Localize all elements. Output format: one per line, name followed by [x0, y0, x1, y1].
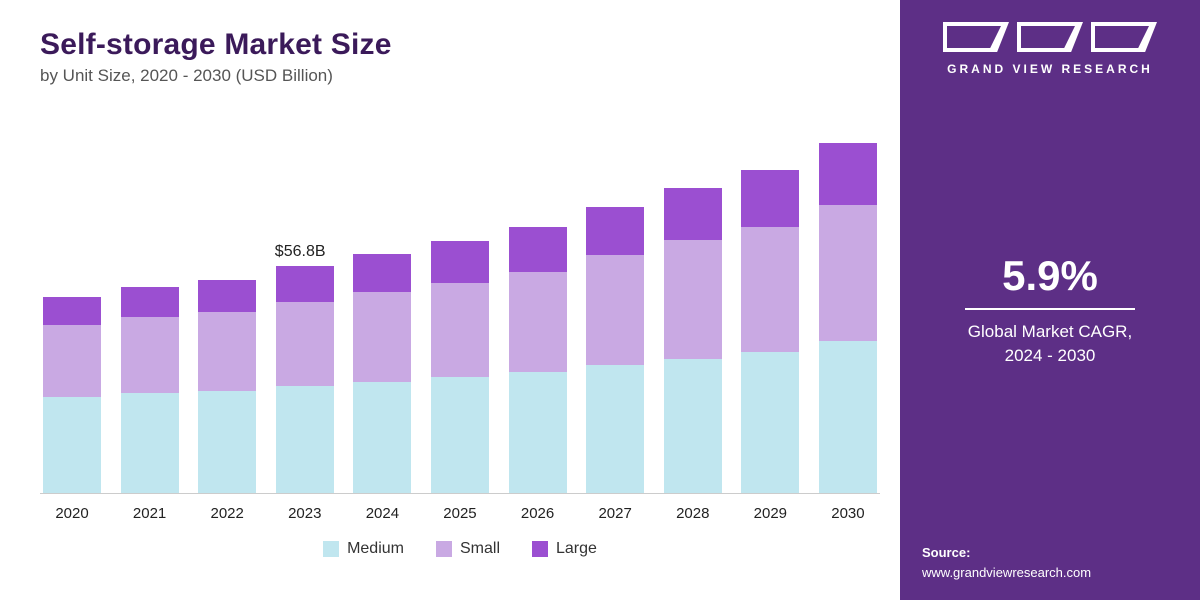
side-panel: GRAND VIEW RESEARCH 5.9% Global Market C… [900, 0, 1200, 600]
bar-segment-small [276, 302, 334, 386]
cagr-value: 5.9% [965, 252, 1135, 310]
cagr-label-line1: Global Market CAGR, [968, 322, 1132, 341]
cagr-label-line2: 2024 - 2030 [1005, 346, 1096, 365]
bar-segment-large [276, 266, 334, 302]
bar-segment-large [664, 188, 722, 240]
bar-slot [350, 254, 414, 493]
stacked-bar [819, 143, 877, 493]
logo-shape-icon [1017, 22, 1083, 52]
legend-swatch [532, 541, 548, 557]
bar-segment-medium [664, 359, 722, 493]
bar-segment-small [819, 205, 877, 341]
x-axis-label: 2027 [583, 505, 647, 522]
bar-slot [273, 266, 337, 493]
brand-logo-text: GRAND VIEW RESEARCH [947, 62, 1153, 76]
bar-slot [195, 280, 259, 493]
stacked-bar [121, 287, 179, 493]
stacked-bar [43, 297, 101, 493]
bar-slot [40, 297, 104, 493]
x-axis-label: 2023 [273, 505, 337, 522]
stacked-bar [353, 254, 411, 493]
stacked-bar [664, 188, 722, 493]
chart-title: Self-storage Market Size [40, 28, 880, 62]
bar-segment-medium [741, 352, 799, 493]
logo-shape-icon [943, 22, 1009, 52]
bar-segment-large [509, 227, 567, 273]
bar-segment-medium [353, 382, 411, 493]
cagr-block: 5.9% Global Market CAGR, 2024 - 2030 [922, 252, 1178, 368]
bar-segment-large [353, 254, 411, 292]
chart-area: 2020 2021 2022 2023 2024 2025 2026 2027 2028 2029… [40, 112, 880, 522]
x-axis-label: 2020 [40, 505, 104, 522]
legend: Medium Small Large [40, 540, 880, 558]
brand-logo-marks [943, 22, 1157, 52]
legend-item: Medium [323, 540, 404, 558]
bar-segment-small [586, 255, 644, 365]
bar-segment-large [198, 280, 256, 312]
x-axis-label: 2026 [506, 505, 570, 522]
bar-segment-small [43, 325, 101, 397]
bar-segment-large [586, 207, 644, 255]
bar-segment-small [121, 317, 179, 393]
chart-panel: Self-storage Market Size by Unit Size, 2… [0, 0, 900, 600]
stacked-bar [276, 266, 334, 493]
bar-slot [118, 287, 182, 493]
x-axis-label: 2025 [428, 505, 492, 522]
bar-segment-large [121, 287, 179, 317]
value-annotation: $56.8B [275, 243, 326, 261]
x-axis-label: 2029 [738, 505, 802, 522]
bar-slot [738, 170, 802, 493]
bar-segment-medium [819, 341, 877, 493]
bar-segment-medium [586, 365, 644, 493]
bar-segment-medium [198, 391, 256, 493]
x-axis-label: 2024 [350, 505, 414, 522]
bar-segment-large [819, 143, 877, 205]
bar-segment-small [353, 292, 411, 382]
legend-label: Medium [347, 540, 404, 558]
bar-segment-medium [509, 372, 567, 493]
bar-slot [816, 143, 880, 493]
bar-segment-large [431, 241, 489, 283]
bar-slot [583, 207, 647, 493]
legend-item: Small [436, 540, 500, 558]
stacked-bar [509, 227, 567, 493]
stacked-bar [741, 170, 799, 493]
logo-shape-icon [1091, 22, 1157, 52]
source-url: www.grandviewresearch.com [922, 563, 1178, 583]
bar-segment-small [664, 240, 722, 358]
bar-segment-medium [121, 393, 179, 493]
source-block: Source: www.grandviewresearch.com [922, 543, 1178, 582]
x-axis-label: 2028 [661, 505, 725, 522]
legend-item: Large [532, 540, 597, 558]
bar-slot [506, 227, 570, 493]
bar-segment-large [741, 170, 799, 228]
bar-slot [661, 188, 725, 493]
bar-segment-large [43, 297, 101, 325]
bar-segment-medium [43, 397, 101, 493]
x-axis-label: 2030 [816, 505, 880, 522]
legend-swatch [436, 541, 452, 557]
source-label: Source: [922, 543, 1178, 563]
bar-segment-small [198, 312, 256, 390]
bar-segment-small [741, 227, 799, 352]
bar-slot [428, 241, 492, 493]
x-axis-labels: 2020 2021 2022 2023 2024 2025 2026 2027 2028 2029… [40, 505, 880, 522]
stacked-bar [586, 207, 644, 493]
stacked-bar [431, 241, 489, 493]
brand-logo: GRAND VIEW RESEARCH [922, 22, 1178, 76]
chart-subtitle: by Unit Size, 2020 - 2030 (USD Billion) [40, 66, 880, 86]
x-axis-label: 2022 [195, 505, 259, 522]
infographic-container: Self-storage Market Size by Unit Size, 2… [0, 0, 1200, 600]
bar-segment-medium [276, 386, 334, 493]
bars-region [40, 134, 880, 494]
cagr-label: Global Market CAGR, 2024 - 2030 [922, 320, 1178, 368]
bar-segment-small [509, 272, 567, 372]
bar-segment-small [431, 283, 489, 377]
legend-label: Large [556, 540, 597, 558]
bar-segment-medium [431, 377, 489, 493]
stacked-bar [198, 280, 256, 493]
x-axis-label: 2021 [118, 505, 182, 522]
legend-label: Small [460, 540, 500, 558]
legend-swatch [323, 541, 339, 557]
